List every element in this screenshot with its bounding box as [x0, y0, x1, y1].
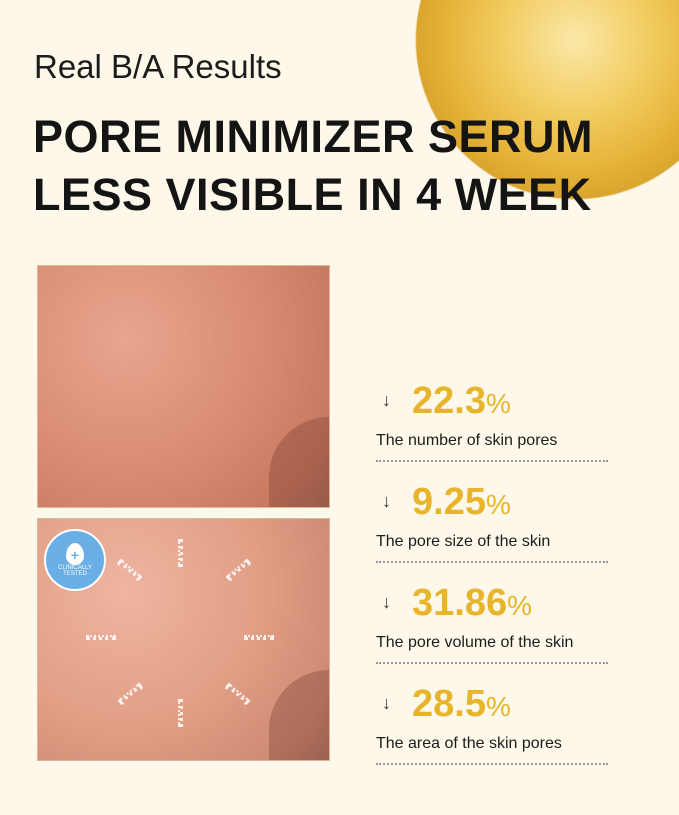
before-photo	[37, 265, 330, 508]
badge-text: CLINICALLY TESTED	[58, 565, 92, 577]
dotted-divider	[376, 561, 608, 563]
page-title: PORE MINIMIZER SERUM LESS VISIBLE IN 4 W…	[33, 108, 593, 224]
stat-item: ↓ 22.3% The number of skin pores	[376, 380, 608, 464]
arrow-down-icon: ↓	[382, 592, 391, 612]
arrow-down-icon: ↓	[382, 693, 391, 713]
clinically-tested-badge: + CLINICALLY TESTED	[44, 529, 106, 591]
highlight-mark	[244, 635, 274, 640]
serum-drop-decoration	[400, 0, 679, 205]
stat-value: 22.3%	[412, 380, 511, 422]
highlight-mark	[117, 558, 143, 581]
stat-value: 28.5%	[412, 683, 511, 725]
highlight-mark	[117, 682, 143, 705]
stat-label: The number of skin pores	[376, 432, 558, 449]
arrow-down-icon: ↓	[382, 390, 391, 410]
dotted-divider	[376, 662, 608, 664]
stat-item: ↓ 9.25% The pore size of the skin	[376, 481, 608, 565]
highlight-mark	[225, 558, 251, 581]
highlight-mark	[178, 699, 183, 727]
title-line-2: LESS VISIBLE IN 4 WEEK	[33, 169, 592, 220]
after-photo: + CLINICALLY TESTED	[37, 518, 330, 761]
stat-label: The area of the skin pores	[376, 735, 562, 752]
highlight-mark	[178, 539, 183, 567]
stat-item: ↓ 28.5% The area of the skin pores	[376, 683, 608, 767]
stat-value: 31.86%	[412, 582, 532, 624]
nose-shadow	[269, 417, 329, 507]
arrow-down-icon: ↓	[382, 491, 391, 511]
stat-label: The pore volume of the skin	[376, 634, 574, 651]
stat-label: The pore size of the skin	[376, 533, 551, 550]
drop-plus-icon: +	[66, 543, 84, 565]
highlight-mark	[225, 682, 251, 705]
stat-value: 9.25%	[412, 481, 511, 523]
stat-item: ↓ 31.86% The pore volume of the skin	[376, 582, 608, 666]
subtitle: Real B/A Results	[34, 48, 282, 85]
nose-shadow	[269, 670, 329, 760]
dotted-divider	[376, 460, 608, 462]
title-line-1: PORE MINIMIZER SERUM	[33, 111, 594, 162]
highlight-mark	[86, 635, 116, 640]
dotted-divider	[376, 763, 608, 765]
